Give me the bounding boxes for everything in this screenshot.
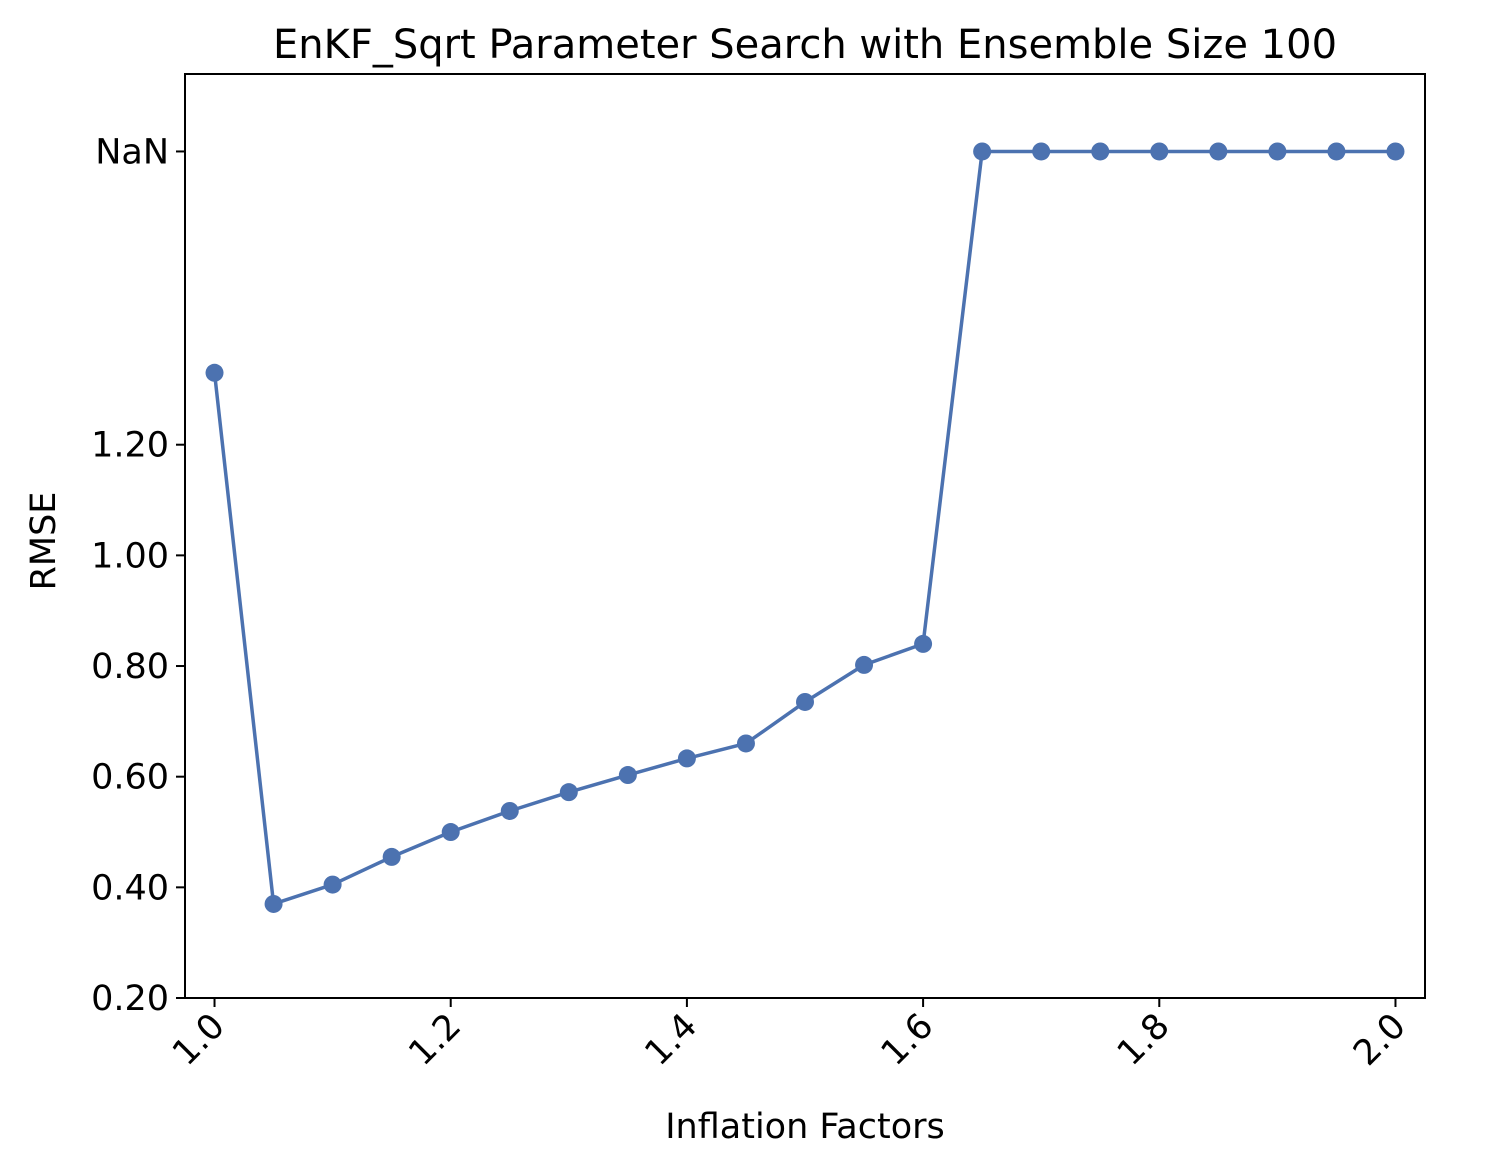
data-point [1032,142,1051,161]
data-point [618,766,637,785]
y-tick-label: NaN [95,132,169,172]
data-point [796,692,814,711]
x-tick-label: 1.2 [401,1006,469,1074]
y-tick-label: 0.80 [91,647,169,687]
data-point [1327,142,1346,161]
x-tick-label: 2.0 [1346,1006,1414,1074]
plot-area [205,142,1405,913]
data-point [323,875,342,894]
y-tick-label: 1.00 [91,536,169,576]
data-point [500,801,519,820]
data-point [1150,142,1169,161]
y-tick-label: 0.40 [91,868,169,908]
x-tick-label: 1.4 [638,1006,706,1074]
x-tick-label: 1.0 [165,1006,233,1074]
data-point [736,734,755,753]
data-point [677,749,696,768]
plot-frame [184,73,1426,999]
x-axis: 1.0 1.2 1.4 1.6 1.8 2.0 [165,998,1414,1074]
chart-title: EnKF_Sqrt Parameter Search with Ensemble… [273,22,1337,68]
data-point [855,655,874,674]
data-point [1091,142,1110,161]
x-axis-label: Inflation Factors [665,1107,945,1147]
data-point [205,363,224,382]
series-line [212,149,1396,906]
data-point [441,823,460,842]
y-tick-label: 0.20 [91,979,169,1019]
data-point [914,634,933,653]
data-point [382,847,401,866]
y-axis: 0.20 0.40 0.60 0.80 1.00 1.20 NaN [91,132,185,1019]
data-point [559,783,578,802]
y-tick-label: 0.60 [91,758,169,798]
x-tick-label: 1.8 [1110,1006,1178,1074]
x-tick-label: 1.6 [874,1006,942,1074]
data-point [264,894,283,913]
data-point [1268,142,1287,161]
data-point [1386,142,1405,161]
data-point [1209,142,1228,161]
y-axis-label: RMSE [24,492,64,591]
data-point [973,142,992,161]
y-tick-label: 1.20 [91,426,169,466]
